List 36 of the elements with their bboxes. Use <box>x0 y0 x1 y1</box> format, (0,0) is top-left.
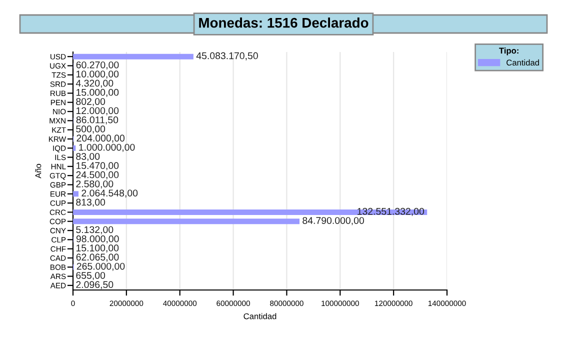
data-label: 132.551.332,00 <box>358 208 424 216</box>
legend-label: Cantidad <box>506 59 539 66</box>
data-label: 655,00 <box>76 272 106 280</box>
data-label: 45.083.170,50 <box>196 52 258 60</box>
data-label: 15.470,00 <box>76 162 119 170</box>
data-label: 813,00 <box>76 198 106 207</box>
data-label: 24.500,00 <box>76 171 119 180</box>
bar <box>73 145 76 151</box>
chart-title: Monedas: 1516 Declarado <box>199 18 368 28</box>
data-label: 1.000.000,00 <box>79 144 135 152</box>
data-label: 4.320,00 <box>76 80 114 88</box>
data-label: 60.270,00 <box>76 61 119 70</box>
bar <box>73 191 79 197</box>
data-label: 10.000,00 <box>76 70 119 79</box>
data-label: 15.000,00 <box>76 88 119 97</box>
data-label: 2.064.548,00 <box>82 190 138 198</box>
bar <box>73 54 194 60</box>
bar <box>73 218 300 224</box>
data-label: 84.790.000,00 <box>302 217 364 226</box>
data-label: 62.065,00 <box>76 254 119 262</box>
data-label: 15.100,00 <box>76 244 119 253</box>
bar <box>73 209 428 215</box>
data-label: 12.000,00 <box>76 107 119 116</box>
data-label: 83,00 <box>76 152 100 162</box>
y-axis-title: Año <box>35 164 42 178</box>
data-label: 98.000,00 <box>76 235 119 244</box>
data-label: 86.011,50 <box>76 116 118 124</box>
data-label: 500,00 <box>76 126 106 134</box>
data-label: 5.132,00 <box>76 226 114 234</box>
data-label: 802,00 <box>76 98 106 106</box>
data-label: 204.000,00 <box>76 134 125 143</box>
legend-title: Tipo: <box>499 48 518 56</box>
x-axis-title: Cantidad <box>244 313 276 320</box>
data-label: 2.580,00 <box>76 180 114 188</box>
data-label: 2.096,50 <box>76 281 114 290</box>
data-label: 265.000,00 <box>76 262 125 271</box>
